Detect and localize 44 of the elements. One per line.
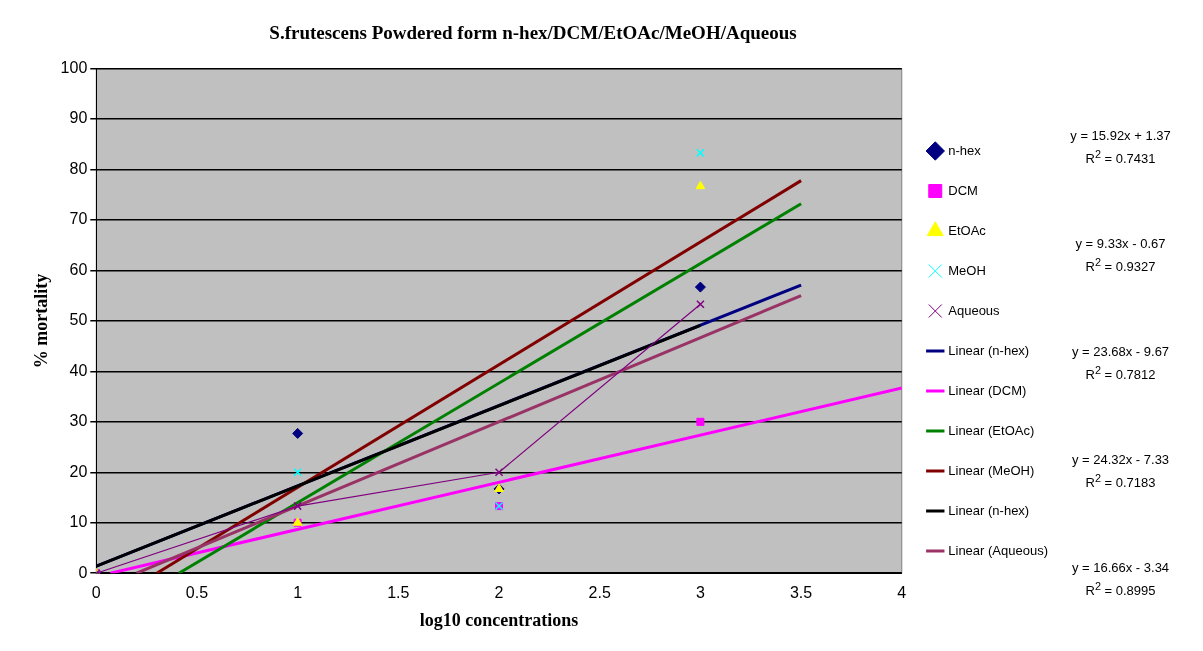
text: R$^{2}$ = 0.7183 <box>1084 472 1157 493</box>
x-tick-label: 2.5 <box>588 584 611 602</box>
x-tick-label: 0.5 <box>185 584 209 602</box>
legend-label: EtOAc <box>948 222 987 238</box>
text: y = 24.32x - 7.33 <box>1070 452 1171 469</box>
y-tick-label: 100 <box>60 59 88 77</box>
text: y = 9.33x - 0.67 <box>1074 236 1167 253</box>
x-tick-label: 3 <box>695 584 705 602</box>
y-axis-title: % mortality <box>31 273 52 369</box>
legend-label: Linear (EtOAc) <box>948 422 1035 438</box>
x-tick-label: 1 <box>293 584 303 602</box>
x-tick-label: 3.5 <box>789 584 813 602</box>
y-tick-label: 70 <box>69 210 88 228</box>
y-tick-label: 30 <box>69 412 88 430</box>
text: y = 23.68x - 9.67 <box>1070 344 1171 361</box>
text: R$^{2}$ = 0.7812 <box>1084 364 1157 385</box>
legend-label: Linear (Aqueous) <box>948 542 1049 558</box>
y-tick-label: 20 <box>69 462 88 480</box>
legend-label: DCM <box>948 182 978 198</box>
legend-label: Linear (MeOH) <box>948 462 1035 478</box>
x-axis-title: log10 concentrations <box>419 609 579 630</box>
x-tick-label: 0 <box>91 584 101 602</box>
y-tick-label: 40 <box>69 361 88 379</box>
y-tick-label: 0 <box>78 563 88 581</box>
text: R$^{2}$ = 0.9327 <box>1084 256 1157 277</box>
legend-label: Linear (DCM) <box>948 382 1027 398</box>
x-tick-label: 2 <box>494 584 504 602</box>
text: R$^{2}$ = 0.7431 <box>1084 148 1157 169</box>
chart-title: S.frutescens Powdered form n-hex/DCM/EtOAc/MeOH/Aqueous <box>268 22 798 44</box>
x-tick-label: 4 <box>897 584 907 602</box>
legend-label: Linear (n-hex) <box>948 502 1030 518</box>
y-tick-label: 10 <box>69 513 88 531</box>
y-tick-label: 80 <box>69 159 88 177</box>
y-tick-label: 50 <box>69 311 88 329</box>
text: y = 16.66x - 3.34 <box>1070 560 1171 577</box>
x-tick-label: 1.5 <box>387 584 410 602</box>
legend-label: Linear (n-hex) <box>948 342 1030 358</box>
y-tick-label: 90 <box>69 109 88 127</box>
legend-label: Aqueous <box>948 302 1001 318</box>
legend-label: n-hex <box>948 142 982 158</box>
text: y = 15.92x + 1.37 <box>1069 128 1172 145</box>
legend-label: MeOH <box>948 262 986 278</box>
y-tick-label: 60 <box>69 260 88 278</box>
text: R$^{2}$ = 0.8995 <box>1084 580 1157 601</box>
